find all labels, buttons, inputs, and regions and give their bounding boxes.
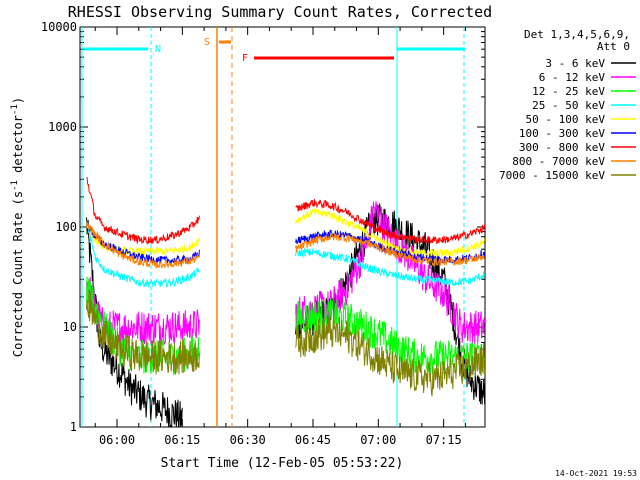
axes-group: 06:00 06:15 06:30 06:45 07:00 07:15 1 10 100 1000… xyxy=(41,20,485,447)
x-tick-label: 07:00 xyxy=(360,433,396,447)
legend-header-1: Det 1,3,4,5,6,9, xyxy=(524,28,630,41)
y-tick-label: 1 xyxy=(70,420,77,434)
series-line-7000-15000-kev-seg1 xyxy=(295,315,486,397)
x-axis-label: Start Time (12-Feb-05 05:53:22) xyxy=(161,456,404,471)
legend-label: 50 - 100 keV xyxy=(526,113,606,126)
annotations-group: N S F xyxy=(81,27,465,427)
night-label: N xyxy=(155,44,161,55)
y-tick-label: 100 xyxy=(55,220,77,234)
x-tick-label: 06:00 xyxy=(99,433,135,447)
y-axis-label-sup2: -1 xyxy=(10,104,20,115)
legend-header-2: Att 0 xyxy=(597,40,630,53)
saa-label: S xyxy=(204,37,210,48)
legend-label: 12 - 25 keV xyxy=(532,85,605,98)
y-axis-label-mid: detector xyxy=(11,115,25,180)
series-group xyxy=(86,176,486,428)
x-tick-label: 06:45 xyxy=(295,433,331,447)
y-tick-label: 10 xyxy=(63,320,77,334)
series-line-7000-15000-kev-seg0 xyxy=(86,289,200,375)
y-axis-label-end: ) xyxy=(11,97,25,104)
series-line-12-25-kev-seg0 xyxy=(86,276,200,376)
y-axis-label: Corrected Count Rate (s-1 detector-1) xyxy=(10,97,25,357)
x-tick-label: 06:30 xyxy=(230,433,266,447)
footer-timestamp: 14-Oct-2021 19:53 xyxy=(555,469,637,478)
y-tick-label: 1000 xyxy=(48,120,77,134)
series-line-25-50-kev-seg1 xyxy=(295,247,486,287)
y-axis-label-sup1: -1 xyxy=(10,180,20,191)
chart-title: RHESSI Observing Summary Count Rates, Co… xyxy=(68,3,492,21)
series-line-800-7000-kev-seg0 xyxy=(86,222,200,270)
flare-label: F xyxy=(242,53,248,64)
series-line-25-50-kev-seg0 xyxy=(86,221,200,288)
series-line-50-100-kev-seg1 xyxy=(295,208,486,259)
series-line-300-800-kev-seg1 xyxy=(295,199,486,245)
series-line-800-7000-kev-seg1 xyxy=(295,232,485,267)
legend-label: 100 - 300 keV xyxy=(519,127,605,140)
legend-label: 800 - 7000 keV xyxy=(512,155,605,168)
series-line-300-800-kev-seg0 xyxy=(86,176,200,245)
legend-label: 25 - 50 keV xyxy=(532,99,605,112)
y-tick-label: 10000 xyxy=(41,20,77,34)
legend-label: 300 - 800 keV xyxy=(519,141,605,154)
series-line-3-6-kev-seg0 xyxy=(86,217,183,428)
legend-label: 7000 - 15000 keV xyxy=(499,169,605,182)
legend-label: 3 - 6 keV xyxy=(545,57,605,70)
x-tick-label: 06:15 xyxy=(164,433,200,447)
legend-label: 6 - 12 keV xyxy=(539,71,606,84)
x-tick-label: 07:15 xyxy=(426,433,462,447)
